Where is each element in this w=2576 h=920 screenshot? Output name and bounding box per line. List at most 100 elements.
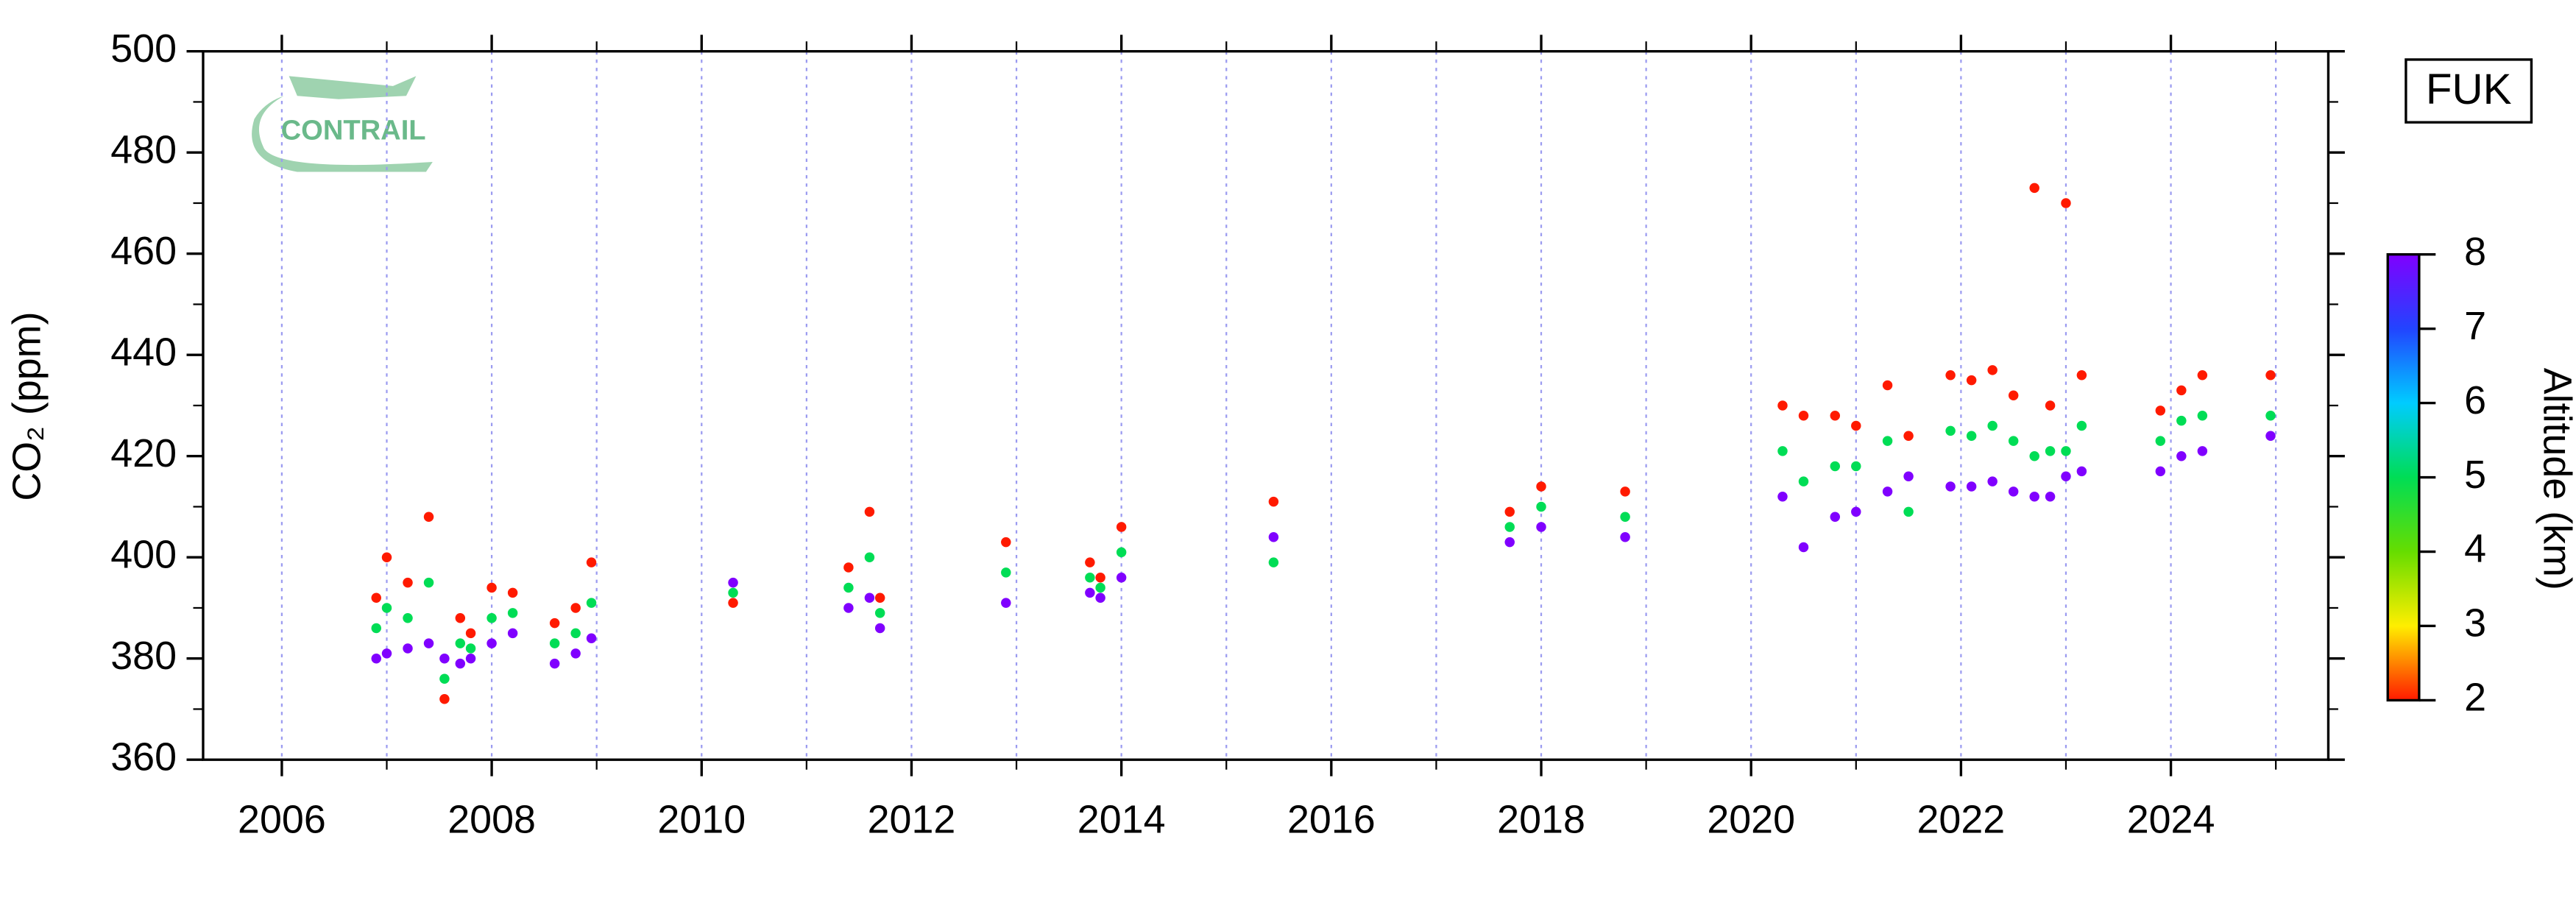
data-point [874, 592, 885, 603]
colorbar [2386, 252, 2421, 702]
logo: CONTRAIL [252, 76, 433, 172]
data-point [371, 653, 381, 664]
data-point [486, 612, 497, 623]
data-point [423, 638, 434, 648]
logo-text: CONTRAIL [281, 115, 426, 146]
data-point [1116, 572, 1127, 583]
data-point [1851, 461, 1861, 472]
data-point [2045, 491, 2056, 502]
y-tick-label: 500 [110, 26, 177, 71]
data-point [486, 638, 497, 648]
data-point [586, 557, 597, 567]
data-point [1268, 496, 1279, 507]
logo-plane [289, 76, 417, 99]
data-point [549, 638, 560, 648]
data-point [1830, 410, 1841, 421]
data-point [371, 623, 381, 634]
data-point [1987, 420, 1998, 431]
colorbar-tick-label: 5 [2464, 453, 2486, 497]
y-tick-label: 420 [110, 431, 177, 475]
data-point [2265, 369, 2276, 381]
data-point [2029, 183, 2039, 194]
data-point [1268, 531, 1279, 542]
data-point [549, 618, 560, 629]
logo-swoosh [252, 96, 433, 172]
data-point [2176, 415, 2187, 426]
data-point [1001, 567, 1011, 578]
data-point [2076, 466, 2087, 477]
x-tick-label: 2010 [657, 798, 746, 842]
x-tick-label: 2016 [1287, 798, 1376, 842]
data-point [507, 628, 518, 639]
data-point [1903, 471, 1914, 481]
plot-frame [202, 50, 2330, 761]
data-point [2061, 471, 2071, 481]
y-tick-label: 460 [110, 229, 177, 273]
data-point [486, 582, 497, 593]
data-point [570, 648, 581, 659]
y-tick-label: 480 [110, 127, 177, 171]
colorbar-tick-label: 2 [2464, 676, 2486, 720]
data-point [570, 628, 581, 639]
data-point [874, 623, 885, 634]
data-point [1945, 481, 1956, 492]
data-point [1504, 522, 1515, 532]
data-point [465, 628, 476, 639]
data-point [2176, 385, 2187, 396]
x-tick-label: 2018 [1497, 798, 1585, 842]
colorbar-tick-label: 6 [2464, 378, 2486, 422]
data-point [843, 603, 854, 613]
data-point [864, 592, 875, 603]
data-point [1966, 375, 1977, 386]
colorbar-label: Altitude (km) [2536, 368, 2576, 590]
data-point [1268, 557, 1279, 567]
x-tick-label: 2006 [238, 798, 326, 842]
data-point [586, 598, 597, 608]
data-point [439, 653, 450, 664]
data-point [465, 643, 476, 654]
data-point [1095, 572, 1105, 583]
data-point [1085, 557, 1095, 567]
y-tick-label: 380 [110, 634, 177, 678]
data-point [1116, 522, 1127, 532]
data-point [1903, 431, 1914, 441]
data-point [1851, 506, 1861, 517]
colorbar-tick-label: 8 [2464, 230, 2486, 274]
data-point [381, 648, 392, 659]
data-point [455, 638, 466, 648]
colorbar-tick-label: 3 [2464, 601, 2486, 645]
data-point [2008, 390, 2019, 400]
data-point [2265, 431, 2276, 441]
data-point [1095, 582, 1105, 593]
data-point [1095, 592, 1105, 603]
data-point [2061, 446, 2071, 456]
data-point [403, 577, 413, 588]
y-tick-label: 440 [110, 330, 177, 374]
data-point [2076, 369, 2087, 381]
data-point [465, 653, 476, 664]
data-point [2029, 450, 2039, 461]
data-point [1001, 537, 1011, 548]
data-point [507, 587, 518, 598]
data-point [1798, 410, 1809, 421]
data-point [1945, 369, 1956, 381]
data-point [2197, 410, 2208, 421]
data-point [455, 612, 466, 623]
data-point [1830, 461, 1841, 472]
data-point [1798, 476, 1809, 486]
data-point [728, 587, 738, 598]
colorbar-tick-label: 7 [2464, 304, 2486, 348]
data-point [1966, 431, 1977, 441]
data-point [1882, 380, 1893, 391]
data-point [2008, 436, 2019, 446]
x-tick-label: 2008 [447, 798, 536, 842]
data-point [439, 693, 450, 704]
data-point [381, 603, 392, 613]
data-point [2197, 369, 2208, 381]
data-point [1830, 512, 1841, 522]
data-point [439, 673, 450, 684]
data-point [1987, 365, 1998, 375]
data-point [1116, 547, 1127, 558]
data-point [2176, 450, 2187, 461]
data-point [2045, 400, 2056, 411]
